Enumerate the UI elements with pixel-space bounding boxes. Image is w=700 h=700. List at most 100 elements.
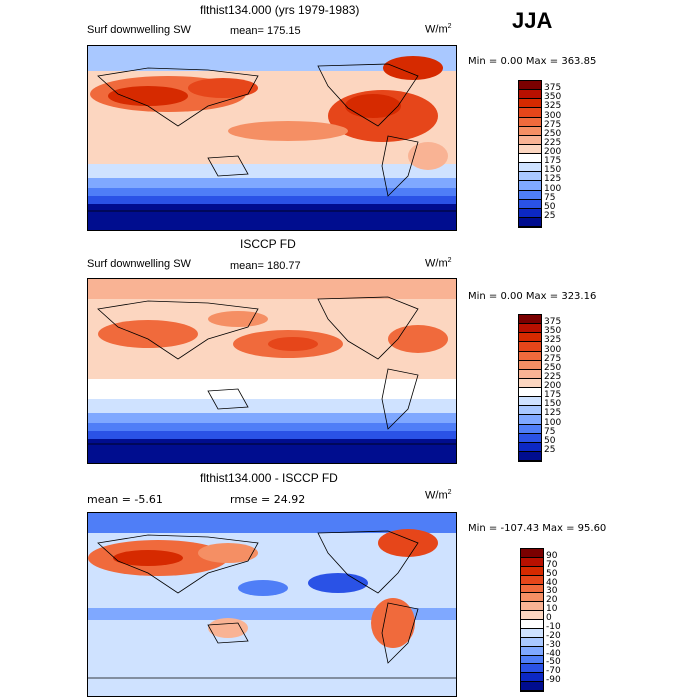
colorbar-tick-label: 100 bbox=[544, 417, 562, 428]
colorbar-tick-label: 150 bbox=[544, 399, 562, 410]
colorbar-tick-label: 225 bbox=[544, 137, 562, 148]
colorbar-tick-label: 50 bbox=[546, 568, 558, 579]
colorbar-cell bbox=[519, 208, 541, 218]
season-label: JJA bbox=[512, 8, 553, 33]
colorbar-tick-label: 275 bbox=[544, 119, 562, 130]
colorbar-tick-label: -70 bbox=[546, 666, 561, 677]
colorbar-tick-label: 200 bbox=[544, 381, 562, 391]
colorbar-cell bbox=[521, 549, 543, 558]
colorbar-cell bbox=[519, 324, 541, 334]
colorbar-cell bbox=[519, 315, 541, 325]
colorbar-tick-label: -40 bbox=[546, 648, 561, 659]
colorbar-tick-label: 0 bbox=[546, 613, 552, 623]
colorbar-tick-label: 75 bbox=[544, 426, 556, 437]
colorbar-tick-label: 175 bbox=[544, 156, 562, 167]
colorbar-cell bbox=[519, 199, 541, 209]
colorbar-cell bbox=[519, 117, 541, 127]
colorbar-cell bbox=[521, 575, 543, 585]
colorbar-tick-label: 25 bbox=[544, 444, 556, 455]
panel-title: ISCCP FD bbox=[240, 237, 296, 251]
colorbar-cell bbox=[521, 673, 543, 683]
colorbar-cell bbox=[519, 135, 541, 145]
colorbar-cell bbox=[519, 406, 541, 416]
colorbar-tick-label: 375 bbox=[544, 317, 562, 328]
panel-variable-label: Surf downwelling SW bbox=[87, 258, 191, 270]
colorbar-tick-label: -50 bbox=[546, 657, 561, 668]
colorbar-cell bbox=[519, 172, 541, 182]
colorbar-tick-label: 200 bbox=[544, 147, 562, 157]
colorbar-tick-label: 30 bbox=[546, 586, 558, 597]
colorbar-tick-label: 50 bbox=[544, 435, 556, 446]
colorbar-cell bbox=[521, 628, 543, 638]
colorbar-cell bbox=[519, 154, 541, 164]
colorbar-tick-label: -20 bbox=[546, 630, 561, 641]
colorbar-cell bbox=[521, 602, 543, 612]
colorbar-cell bbox=[519, 351, 541, 361]
colorbar-cell bbox=[519, 360, 541, 370]
colorbar-tick-label: 25 bbox=[544, 210, 556, 221]
colorbar-tick-label: 275 bbox=[544, 353, 562, 364]
colorbar-tick-label: 375 bbox=[544, 83, 562, 94]
panel-mean-label: mean = -5.61 bbox=[87, 493, 163, 506]
colorbar-cell bbox=[521, 655, 543, 665]
colorbar-tick-label: -90 bbox=[546, 675, 561, 686]
colorbar-cell bbox=[519, 126, 541, 136]
colorbar-cell bbox=[519, 388, 541, 398]
colorbar-tick-label: 20 bbox=[546, 595, 558, 606]
colorbar-tick-label: 50 bbox=[544, 201, 556, 212]
colorbar-cell bbox=[521, 566, 543, 576]
panel-units: W/m2 bbox=[425, 23, 452, 36]
colorbar-cell bbox=[521, 646, 543, 656]
colorbar-tick-label: 325 bbox=[544, 335, 562, 346]
colorbar-cell bbox=[521, 637, 543, 647]
colorbar-cell bbox=[521, 611, 543, 620]
map-panel-obs bbox=[87, 278, 457, 464]
colorbar-tick-label: 325 bbox=[544, 101, 562, 112]
panel-title: flthist134.000 (yrs 1979-1983) bbox=[200, 3, 360, 17]
colorbar-tick-label: -30 bbox=[546, 639, 561, 650]
colorbar-tick-label: 350 bbox=[544, 326, 562, 337]
map-panel-model bbox=[87, 45, 457, 231]
colorbar-cell bbox=[519, 81, 541, 91]
colorbar-tick-label: 125 bbox=[544, 408, 562, 419]
colorbar-cell bbox=[519, 217, 541, 227]
colorbar-tick-label: 125 bbox=[544, 174, 562, 185]
colorbar-tick-label: 40 bbox=[546, 577, 558, 588]
colorbar-cell bbox=[519, 424, 541, 434]
colorbar-tick-label: 100 bbox=[544, 183, 562, 194]
colorbar-cell bbox=[519, 451, 541, 461]
panel-units: W/m2 bbox=[425, 489, 452, 502]
colorbar-cell bbox=[521, 593, 543, 603]
colorbar-cell bbox=[519, 90, 541, 100]
colorbar-tick-label: 90 bbox=[546, 550, 558, 561]
colorbar-tick-label: 150 bbox=[544, 165, 562, 176]
colorbar-tick-label: 70 bbox=[546, 559, 558, 570]
colorbar-diff bbox=[520, 548, 544, 692]
colorbar-tick-label: 225 bbox=[544, 371, 562, 382]
panel-title: flthist134.000 - ISCCP FD bbox=[200, 471, 338, 485]
map-panel-diff bbox=[87, 512, 457, 697]
colorbar-cell bbox=[519, 144, 541, 154]
colorbar-obs bbox=[518, 314, 542, 462]
colorbar-cell bbox=[519, 369, 541, 379]
colorbar-cell bbox=[521, 557, 543, 567]
colorbar-tick-label: 350 bbox=[544, 92, 562, 103]
panel-variable-label: Surf downwelling SW bbox=[87, 24, 191, 36]
colorbar-tick-label: -10 bbox=[546, 621, 561, 632]
map-diff-svg bbox=[88, 513, 456, 696]
colorbar-cell bbox=[519, 333, 541, 343]
map-model-svg bbox=[88, 46, 456, 230]
colorbar-tick-label: 300 bbox=[544, 110, 562, 121]
colorbar-tick-label: 75 bbox=[544, 192, 556, 203]
colorbar-cell bbox=[519, 433, 541, 443]
colorbar-model bbox=[518, 80, 542, 228]
colorbar-cell bbox=[519, 181, 541, 191]
colorbar-cell bbox=[519, 442, 541, 452]
panel-units: W/m2 bbox=[425, 257, 452, 270]
colorbar-cell bbox=[521, 682, 543, 691]
colorbar-cell bbox=[519, 378, 541, 388]
panel-rmse-label: rmse = 24.92 bbox=[230, 493, 306, 506]
colorbar-cell bbox=[519, 190, 541, 200]
panel-range-text: Min = -107.43 Max = 95.60 bbox=[468, 523, 607, 534]
colorbar-tick-label: 300 bbox=[544, 344, 562, 355]
